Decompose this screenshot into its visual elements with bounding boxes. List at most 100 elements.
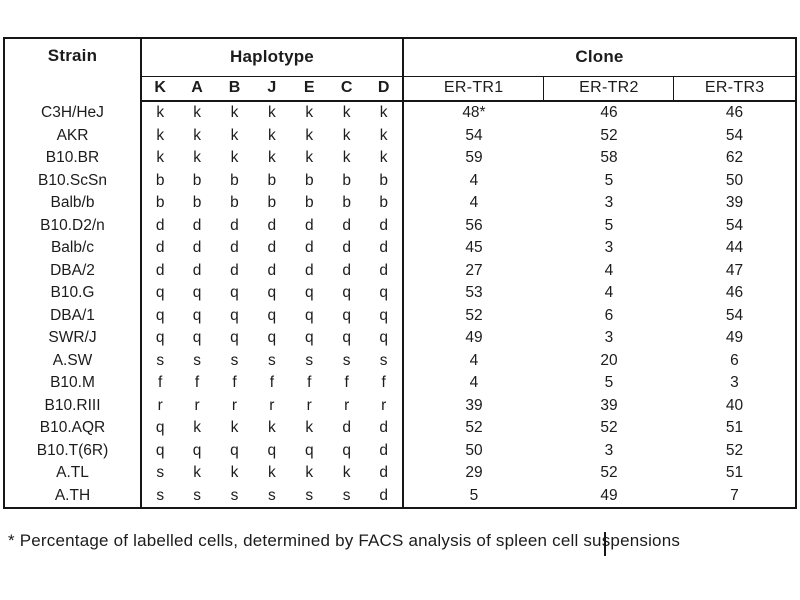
strain-cell: DBA/2: [4, 259, 142, 282]
haplotype-cell: q: [230, 306, 239, 324]
header-subcolumn-row: K A B J E C D ER-TR1 ER-TR2 ER-TR3: [4, 76, 796, 102]
haplotype-cell: k: [267, 104, 276, 122]
haplotype-cell: q: [365, 304, 404, 327]
clone-value-cell: 62: [725, 149, 744, 167]
table-row: Balb/b b b b b b b b 4 3 39: [4, 192, 796, 215]
haplotype-cell: d: [365, 259, 404, 282]
strain-cell: B10.BR: [4, 147, 142, 170]
haplotype-cell: k: [230, 149, 239, 167]
haplotype-cell: d: [192, 216, 202, 234]
clone-value-cell: 52: [600, 463, 618, 481]
haplotype-cell: k: [230, 463, 239, 481]
column-header-a: A: [178, 76, 216, 102]
table-row: C3H/HeJ k k k k k k k 48* 46 46: [4, 101, 796, 125]
table-row: SWR/J q q q q q q q 49 3 49: [4, 326, 796, 350]
haplotype-cell: d: [192, 261, 202, 279]
haplotype-cell: k: [305, 419, 314, 437]
clone-value-cell: 45: [465, 239, 483, 257]
column-header-b: B: [215, 76, 254, 102]
haplotype-cell: q: [155, 329, 165, 347]
haplotype-cell: d: [304, 216, 314, 234]
table-row: B10.RIII r r r r r r r 39 39 40: [4, 394, 796, 417]
haplotype-cell: b: [304, 171, 314, 189]
strain-cell: Balb/b: [4, 192, 142, 215]
haplotype-cell: d: [230, 261, 239, 279]
haplotype-cell: b: [155, 171, 165, 189]
column-group-haplotype: Haplotype: [141, 38, 404, 77]
clone-value-cell: 47: [725, 261, 744, 279]
haplotype-cell: b: [342, 171, 351, 189]
haplotype-cell: f: [344, 374, 349, 392]
table-row: A.TL s k k k k k d 29 52 51: [4, 461, 796, 485]
clone-value-cell: 3: [730, 374, 739, 392]
strain-cell: B10.T(6R): [4, 439, 142, 462]
haplotype-cell: k: [267, 419, 276, 437]
haplotype-cell: q: [230, 329, 239, 347]
haplotype-cell: q: [342, 284, 351, 302]
haplotype-cell: b: [267, 171, 277, 189]
haplotype-cell: r: [344, 396, 350, 414]
haplotype-cell: q: [230, 284, 239, 302]
column-header-d: D: [365, 76, 404, 102]
haplotype-cell: d: [342, 419, 351, 437]
haplotype-cell: q: [267, 329, 277, 347]
haplotype-cell: k: [267, 463, 276, 481]
haplotype-cell: s: [230, 486, 239, 504]
haplotype-cell: q: [365, 282, 404, 305]
haplotype-cell: q: [267, 284, 277, 302]
haplotype-cell: s: [305, 486, 314, 504]
strain-cell: DBA/1: [4, 304, 142, 327]
haplotype-cell: b: [342, 194, 351, 212]
haplotype-cell: k: [193, 463, 201, 481]
clone-value-cell: 54: [725, 126, 744, 144]
strain-cell: C3H/HeJ: [4, 101, 142, 125]
haplotype-cell: s: [193, 486, 201, 504]
haplotype-cell: b: [230, 171, 239, 189]
table-row: B10.G q q q q q q q 53 4 46: [4, 282, 796, 305]
haplotype-cell: r: [157, 396, 163, 414]
haplotype-cell: k: [230, 419, 239, 437]
haplotype-cell: k: [156, 149, 165, 167]
clone-value-cell: 50: [465, 441, 483, 459]
haplotype-cell: k: [342, 126, 351, 144]
haplotype-cell: d: [304, 261, 314, 279]
haplotype-cell: s: [193, 351, 201, 369]
strain-cell: B10.M: [4, 371, 142, 395]
column-header-er-tr3: ER-TR3: [673, 76, 796, 102]
clone-value-cell: 3: [604, 194, 614, 212]
column-header-k: K: [141, 76, 179, 102]
clone-value-cell: 4: [469, 171, 479, 189]
haplotype-cell: d: [230, 239, 239, 257]
haplotype-cell: q: [155, 419, 165, 437]
haplotype-cell: q: [230, 441, 239, 459]
clone-value-cell: 4: [604, 284, 614, 302]
haplotype-cell: k: [342, 104, 351, 122]
haplotype-cell: b: [192, 171, 202, 189]
clone-value-cell: 39: [600, 396, 618, 414]
strain-cell: AKR: [4, 124, 142, 148]
haplotype-cell: s: [230, 351, 239, 369]
footnote[interactable]: * Percentage of labelled cells, determin…: [8, 531, 681, 550]
clone-value-cell: 52: [465, 419, 483, 437]
haplotype-cell: r: [194, 396, 200, 414]
haplotype-cell: d: [155, 216, 165, 234]
haplotype-cell: k: [193, 104, 201, 122]
haplotype-cell: d: [365, 439, 404, 462]
haplotype-cell: q: [267, 441, 277, 459]
strain-cell: B10.AQR: [4, 416, 142, 440]
haplotype-cell: s: [156, 463, 165, 481]
clone-value-cell: 46: [725, 284, 744, 302]
haplotype-cell: q: [155, 306, 165, 324]
haplotype-cell: k: [267, 126, 276, 144]
haplotype-cell: d: [267, 239, 277, 257]
haplotype-cell: k: [305, 463, 314, 481]
clone-value-cell: 46: [725, 104, 744, 122]
strain-cell: B10.D2/n: [4, 214, 142, 238]
haplotype-cell: r: [365, 394, 404, 417]
haplotype-cell: k: [305, 104, 314, 122]
haplotype-cell: s: [305, 351, 314, 369]
column-header-e: E: [290, 76, 328, 102]
strain-cell: B10.RIII: [4, 394, 142, 417]
strain-haplotype-clone-table: Strain Haplotype Clone K A B J E C D ER-…: [3, 37, 797, 509]
haplotype-cell: d: [342, 239, 351, 257]
